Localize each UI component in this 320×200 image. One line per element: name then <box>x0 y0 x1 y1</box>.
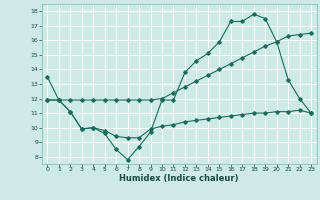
X-axis label: Humidex (Indice chaleur): Humidex (Indice chaleur) <box>119 174 239 183</box>
